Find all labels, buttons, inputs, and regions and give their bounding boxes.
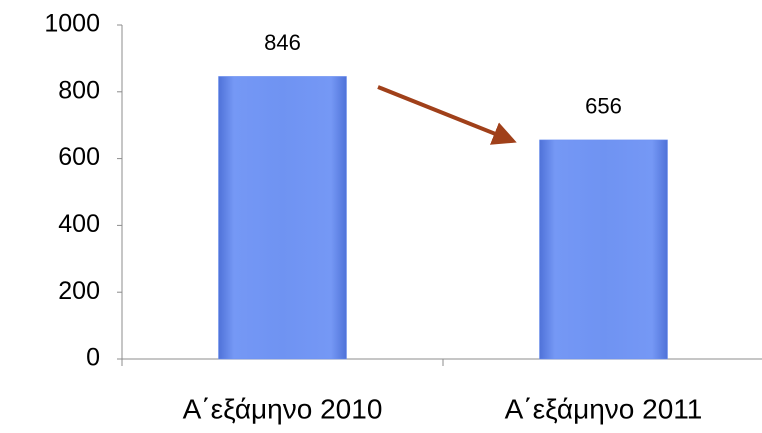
plot: 0 200 400 600 800 1000 Α΄εξάμηνο 2010 846 Α΄εξάμ… <box>44 10 702 425</box>
y-tick-label: 200 <box>58 277 100 305</box>
y-tick-label: 600 <box>58 143 100 171</box>
y-tick-label: 0 <box>86 344 100 372</box>
y-tick-label: 800 <box>58 76 100 104</box>
bar <box>539 139 668 360</box>
trend-arrow <box>377 85 517 145</box>
bar <box>218 76 347 360</box>
x-tick-label: Α΄εξάμηνο 2011 <box>505 393 703 424</box>
data-label: 846 <box>264 30 301 55</box>
x-tick-label: Α΄εξάμηνο 2010 <box>183 393 383 424</box>
data-label: 656 <box>585 94 622 119</box>
y-tick-label: 400 <box>58 210 100 238</box>
y-tick-label: 1000 <box>44 10 100 38</box>
